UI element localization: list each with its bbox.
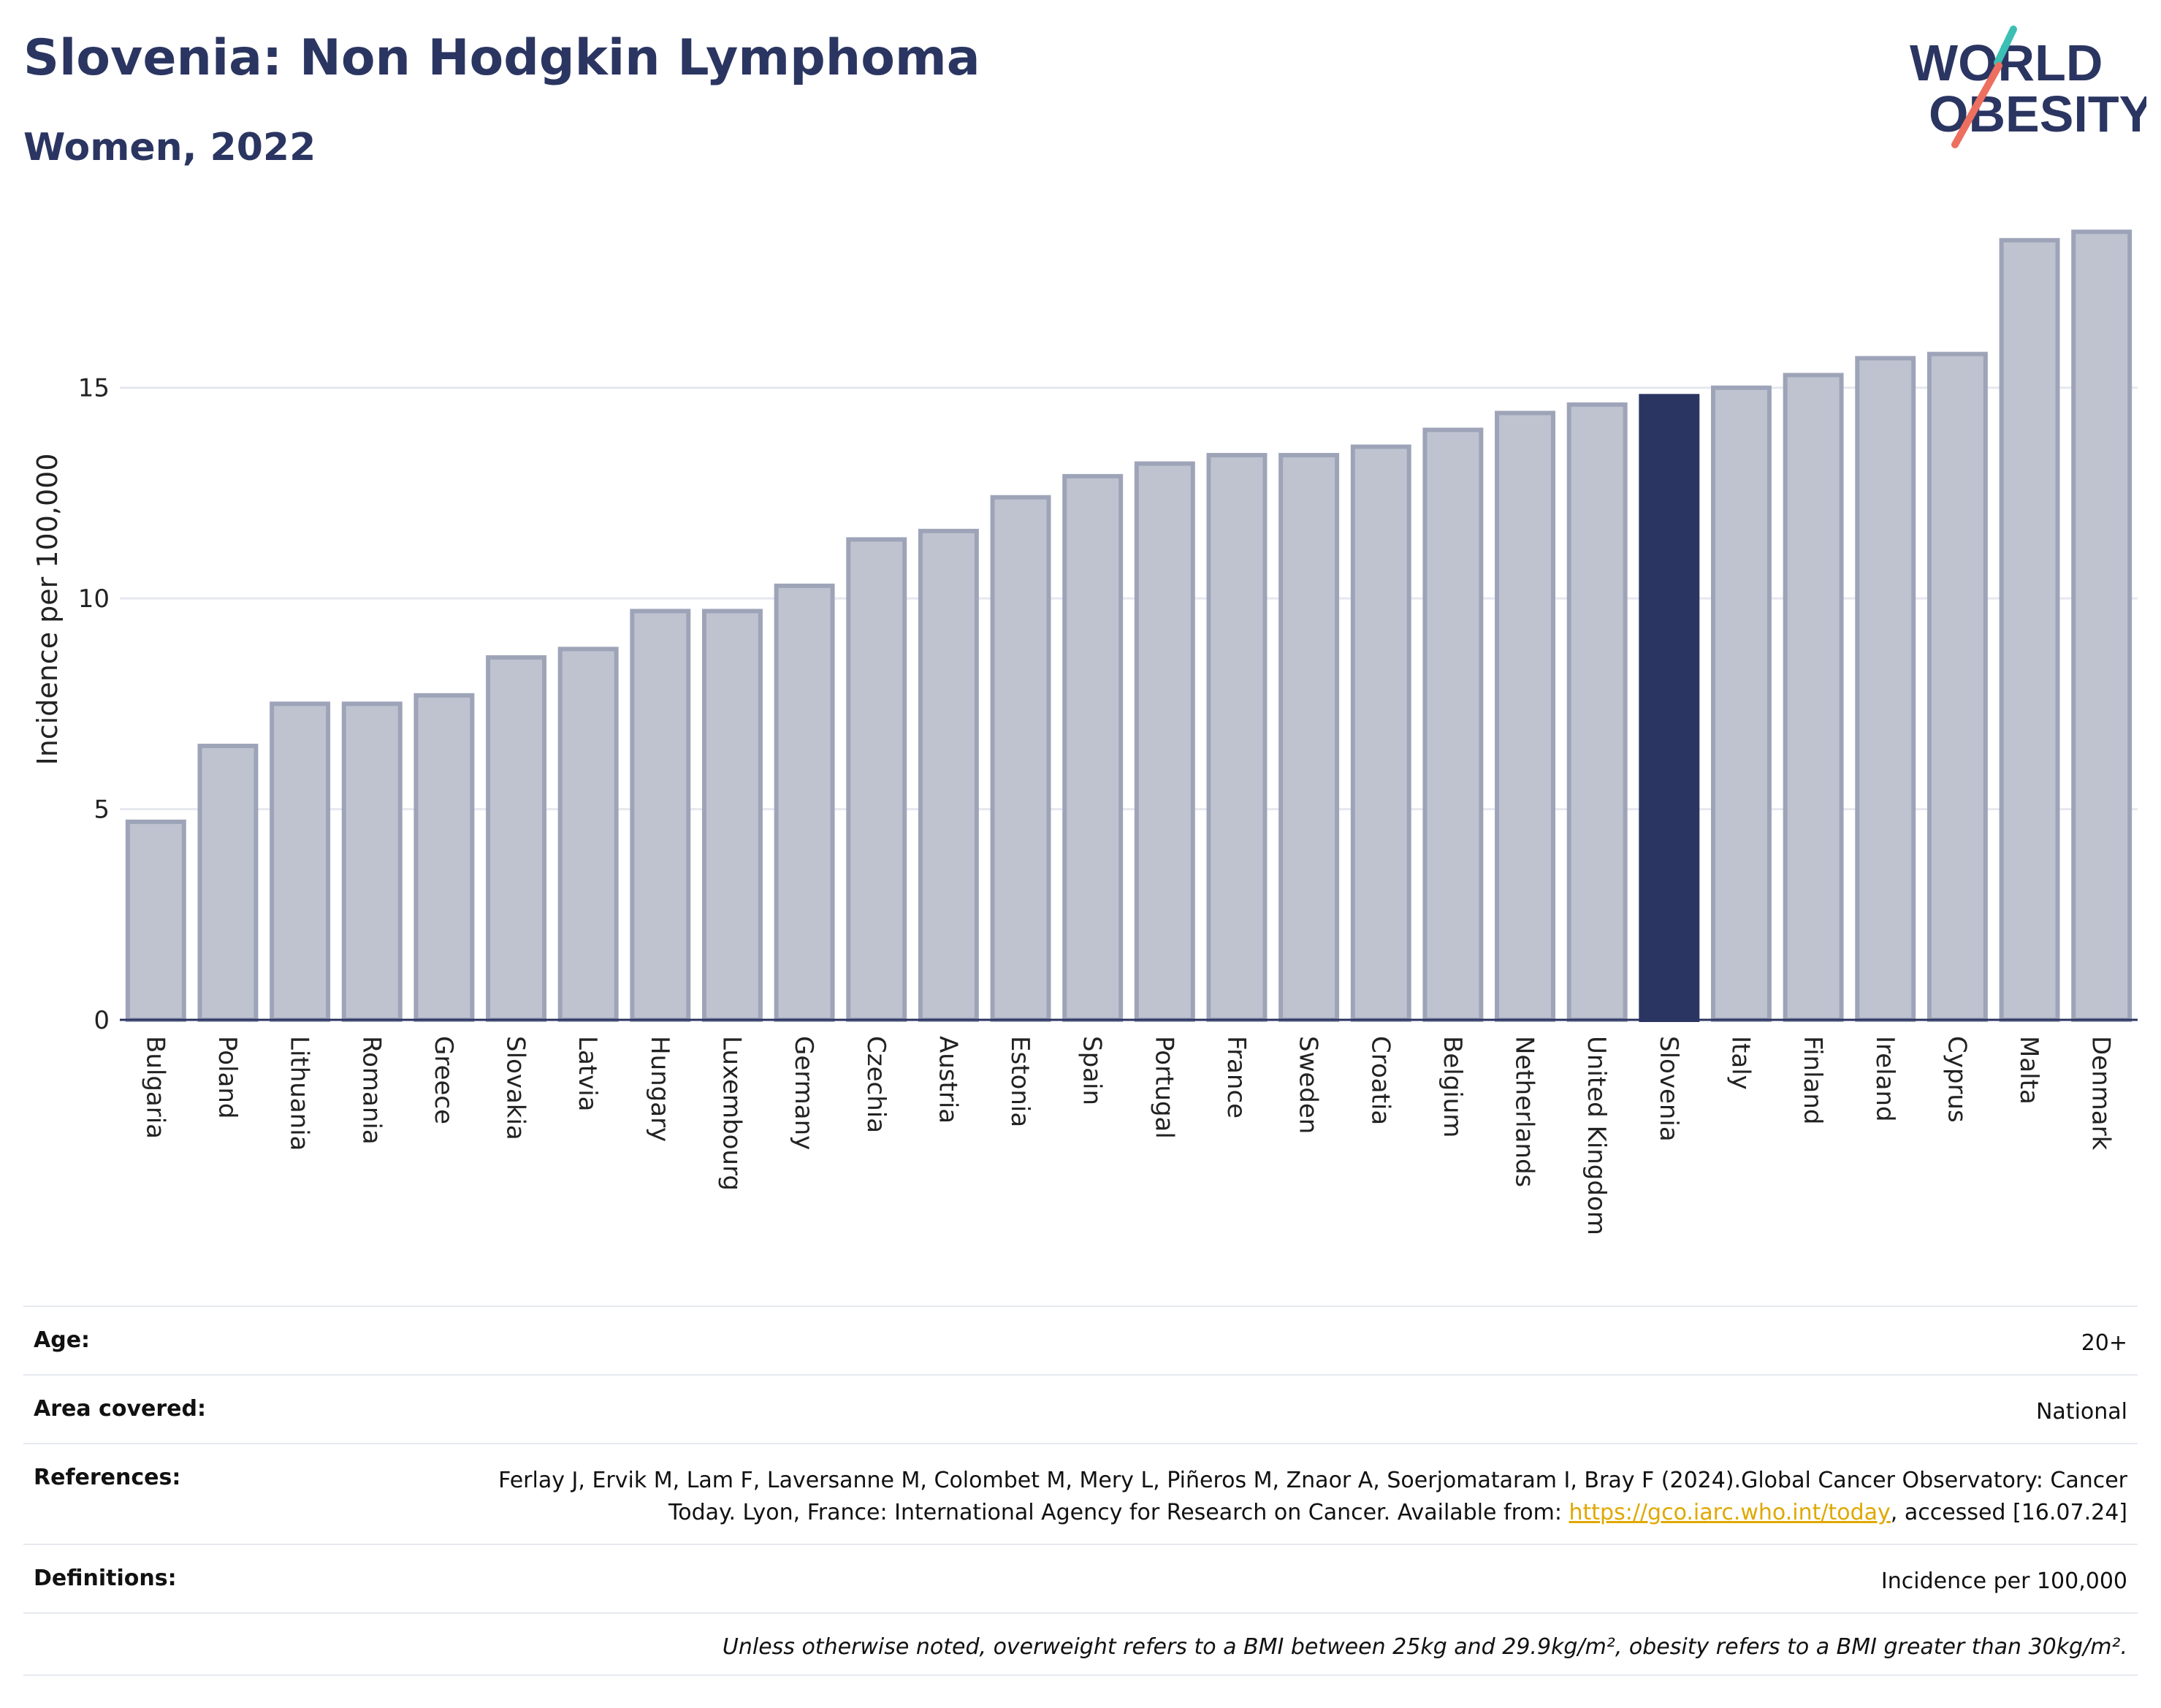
x-tick-label: Portugal: [1149, 1036, 1178, 1139]
y-tick-label: 0: [94, 1006, 110, 1035]
x-tick-label: Finland: [1798, 1036, 1827, 1125]
area-value: National: [2035, 1399, 2127, 1425]
references-value: Ferlay J, Ervik M, Lam F, Laversanne M, …: [447, 1465, 2127, 1529]
y-tick-label: 5: [94, 796, 110, 825]
logo-slash-coral: [1951, 62, 2002, 148]
world-obesity-logo: WORLD OBESITY: [1910, 26, 2146, 148]
x-tick-label: Belgium: [1438, 1036, 1467, 1137]
info-table: Age: 20+ Area covered: National Referenc…: [23, 1305, 2138, 1676]
x-tick-label: Germany: [789, 1036, 818, 1150]
bar-slovenia: [1639, 394, 1700, 1022]
x-tick-label: Poland: [213, 1036, 242, 1119]
info-row-age: Age: 20+: [23, 1305, 2138, 1374]
x-tick-label: United Kingdom: [1582, 1036, 1611, 1235]
x-tick-label: Austria: [933, 1036, 962, 1124]
bar-poland: [197, 744, 259, 1022]
y-tick-label: 10: [78, 584, 110, 614]
bar-latvia: [557, 647, 619, 1023]
bar-italy: [1710, 385, 1772, 1022]
references-link[interactable]: https://gco.iarc.who.int/today: [1569, 1500, 1891, 1525]
info-row-definitions: Definitions: Incidence per 100,000: [23, 1544, 2138, 1612]
bar-malta: [1999, 237, 2060, 1022]
bar-sweden: [1278, 453, 1340, 1022]
x-tick-label: Slovenia: [1654, 1036, 1683, 1142]
bar-spain: [1062, 473, 1124, 1022]
definitions-label: Definitions:: [34, 1566, 177, 1591]
x-tick-label: Hungary: [645, 1036, 674, 1142]
x-tick-label: Luxembourg: [717, 1036, 746, 1191]
bar-bulgaria: [125, 819, 186, 1022]
x-tick-label: Greece: [429, 1036, 458, 1124]
bar-cyprus: [1926, 351, 1988, 1022]
bar-lithuania: [270, 701, 331, 1022]
info-row-area: Area covered: National: [23, 1374, 2138, 1443]
bar-portugal: [1134, 461, 1195, 1022]
x-tick-label: Sweden: [1294, 1036, 1323, 1134]
bar-romania: [341, 701, 403, 1022]
area-label: Area covered:: [34, 1396, 206, 1422]
x-tick-label: Latvia: [573, 1036, 602, 1112]
references-accessed: , accessed [16.07.24]: [1890, 1500, 2127, 1525]
bar-united-kingdom: [1566, 402, 1628, 1022]
x-tick-label: Slovakia: [501, 1036, 530, 1140]
x-tick-label: Netherlands: [1510, 1036, 1539, 1187]
bar-hungary: [630, 609, 691, 1022]
y-tick-labels: 0 5 10 15: [78, 374, 110, 1035]
info-row-note: Unless otherwise noted, overweight refer…: [23, 1612, 2138, 1676]
x-tick-label: Denmark: [2086, 1036, 2116, 1151]
bar-austria: [918, 528, 979, 1022]
x-tick-label: Spain: [1078, 1036, 1107, 1105]
age-value: 20+: [2081, 1330, 2127, 1356]
bar-france: [1206, 453, 1268, 1022]
y-axis-title: Incidence per 100,000: [31, 453, 64, 765]
bar-croatia: [1350, 444, 1411, 1022]
bar-denmark: [2071, 229, 2133, 1022]
bar-belgium: [1422, 427, 1484, 1022]
bar-chart: 0 5 10 15 Bulgaria Poland Lithuania Romania Gre…: [31, 229, 2138, 1235]
definitions-value: Incidence per 100,000: [1880, 1568, 2127, 1594]
x-tick-label: Czechia: [861, 1036, 891, 1133]
bar-greece: [413, 693, 475, 1023]
x-tick-label: Croatia: [1365, 1036, 1395, 1125]
bar-ireland: [1855, 356, 1916, 1022]
x-tick-label: Romania: [357, 1036, 386, 1145]
x-tick-label: Italy: [1726, 1036, 1755, 1090]
info-row-references: References: Ferlay J, Ervik M, Lam F, La…: [23, 1443, 2138, 1544]
page-subtitle: Women, 2022: [23, 126, 316, 169]
bar-luxembourg: [701, 609, 763, 1022]
y-tick-label: 15: [78, 374, 110, 403]
x-tick-label: Lithuania: [285, 1036, 314, 1151]
bar-germany: [774, 583, 835, 1022]
bar-slovakia: [486, 655, 547, 1022]
x-tick-label: Malta: [2014, 1036, 2043, 1105]
bmi-note: Unless otherwise noted, overweight refer…: [722, 1634, 2127, 1660]
x-tick-label: Estonia: [1005, 1036, 1034, 1127]
references-label: References:: [34, 1465, 181, 1490]
logo-slash-teal: [1994, 26, 2017, 66]
x-tick-label: Ireland: [1870, 1036, 1899, 1122]
x-tick-label: France: [1221, 1036, 1251, 1118]
bar-czechia: [846, 537, 907, 1022]
x-tick-label: Cyprus: [1942, 1036, 1971, 1123]
bar-estonia: [990, 495, 1051, 1022]
x-tick-label: Bulgaria: [140, 1036, 169, 1139]
x-tick-labels: Bulgaria Poland Lithuania Romania Greece Slov…: [140, 1036, 2115, 1235]
bars: [125, 229, 2133, 1023]
page-title: Slovenia: Non Hodgkin Lymphoma: [23, 29, 980, 87]
bar-finland: [1783, 373, 1844, 1022]
age-label: Age:: [34, 1327, 91, 1353]
references-text: Ferlay J, Ervik M, Lam F, Laversanne M, …: [498, 1468, 2127, 1525]
bar-netherlands: [1495, 411, 1556, 1022]
